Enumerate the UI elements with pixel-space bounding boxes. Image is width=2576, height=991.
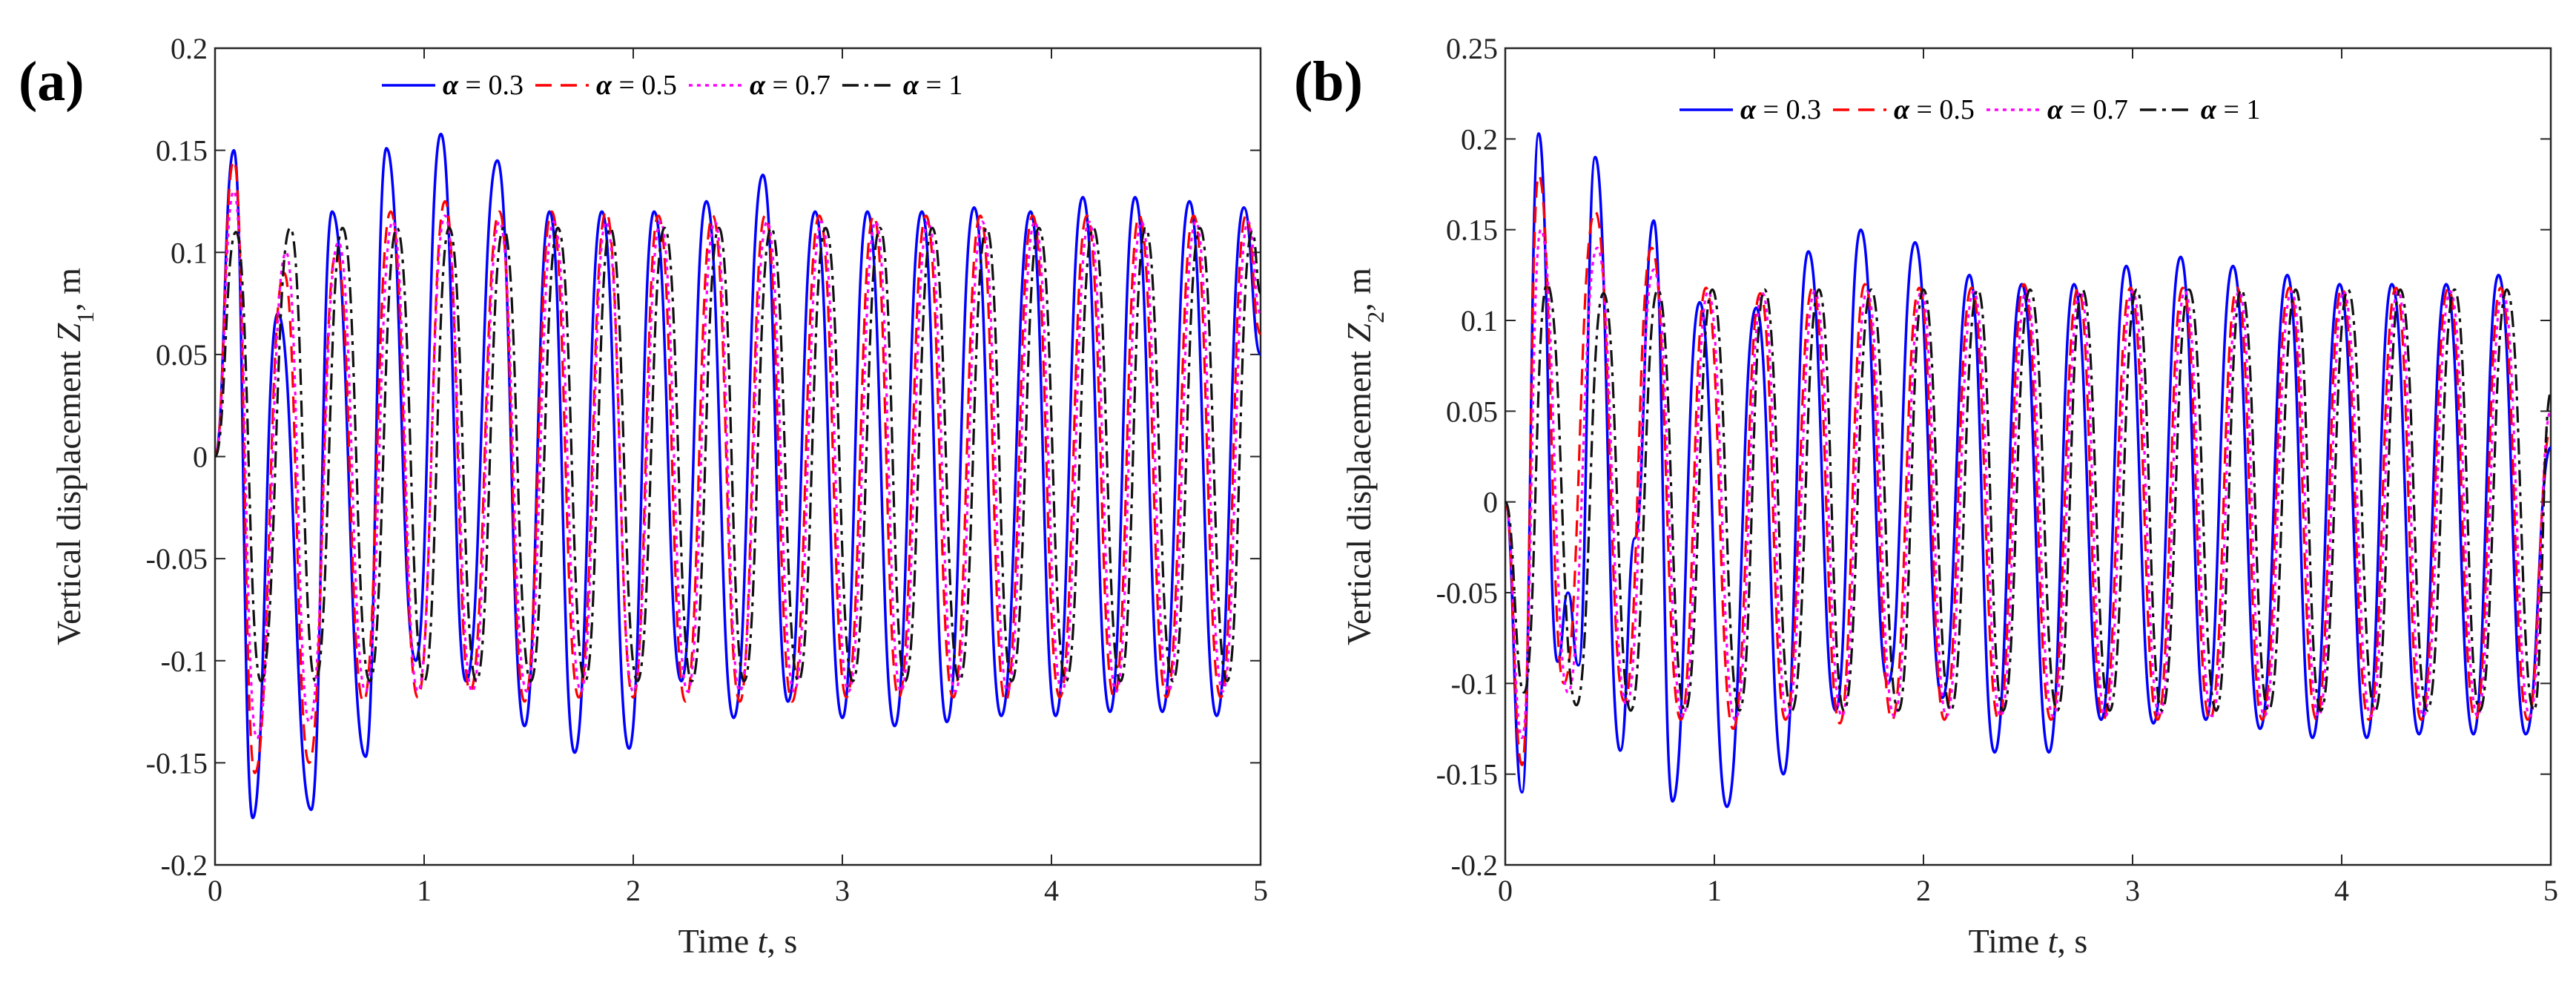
x-tick-label-b: 5 bbox=[2543, 874, 2558, 907]
panel-a: 0 1 2 3 4 5 -0.2 -0.15 -0.1 -0.05 0 0.05 0.1 0.15 0.2 T… bbox=[19, 32, 1268, 960]
panel-b: 0 1 2 3 4 5 -0.2 -0.15 -0.1 -0.05 0 0.05 0.1 0.15 0.2 0… bbox=[1294, 32, 2558, 960]
series-group-a bbox=[215, 132, 1261, 820]
legend-label-a-0: α = 0.3 bbox=[443, 70, 524, 101]
legend-label-b-0: α = 0.3 bbox=[1740, 94, 1821, 125]
y-tick-label-a: -0.1 bbox=[161, 645, 208, 678]
legend-label-a-3: α = 1 bbox=[903, 70, 962, 101]
x-tick-label-a: 5 bbox=[1253, 874, 1268, 907]
y-tick-label-a: 0.2 bbox=[171, 32, 208, 65]
x-tick-label-b: 0 bbox=[1498, 874, 1513, 907]
x-tick-label-b: 4 bbox=[2334, 874, 2349, 907]
legend-label-b-3: α = 1 bbox=[2201, 94, 2260, 125]
y-tick-label-a: -0.2 bbox=[161, 849, 208, 882]
y-tick-label-a: 0.15 bbox=[156, 134, 208, 168]
y-tick-label-b: 0 bbox=[1483, 486, 1498, 519]
x-tick-label-a: 0 bbox=[208, 874, 222, 907]
panel-label-b: (b) bbox=[1294, 50, 1363, 113]
legend-b: α = 0.3 α = 0.5 α = 0.7 α = 1 bbox=[1680, 94, 2260, 125]
y-tick-label-b: 0.1 bbox=[1461, 304, 1498, 338]
plot-area-a bbox=[214, 47, 1262, 866]
y-tick-label-b: -0.15 bbox=[1436, 758, 1498, 791]
series-line-b-2 bbox=[1505, 228, 2551, 740]
y-tick-label-b: 0.15 bbox=[1446, 214, 1498, 247]
x-axis-title-a: Time t, s bbox=[678, 922, 798, 960]
series-line-a-0 bbox=[215, 132, 1261, 820]
y-tick-label-a: 0.05 bbox=[156, 338, 208, 372]
series-line-b-3 bbox=[1505, 283, 2551, 712]
x-tick-label-a: 1 bbox=[417, 874, 432, 907]
series-group-b bbox=[1505, 132, 2551, 809]
legend-a: α = 0.3 α = 0.5 α = 0.7 α = 1 bbox=[382, 70, 962, 101]
y-axis-title-b: Vertical displacement Z2, m bbox=[1340, 268, 1389, 645]
x-tick-label-b: 1 bbox=[1707, 874, 1722, 907]
y-tick-label-b: -0.1 bbox=[1451, 667, 1498, 700]
y-tick-label-b: -0.2 bbox=[1451, 849, 1498, 882]
legend-label-b-2: α = 0.7 bbox=[2047, 94, 2128, 125]
series-line-a-1 bbox=[215, 159, 1261, 774]
x-tick-label-b: 3 bbox=[2125, 874, 2140, 907]
legend-label-a-1: α = 0.5 bbox=[596, 70, 677, 101]
panel-label-a: (a) bbox=[19, 50, 85, 113]
y-tick-label-a: 0.1 bbox=[171, 236, 208, 269]
series-line-a-3 bbox=[215, 226, 1261, 682]
y-tick-label-b: 0.25 bbox=[1446, 32, 1498, 65]
x-tick-label-a: 4 bbox=[1044, 874, 1059, 907]
y-tick-label-a: -0.05 bbox=[146, 542, 208, 576]
y-axis-title-a: Vertical displacement Z1, m bbox=[50, 268, 99, 645]
y-tick-label-a: 0 bbox=[193, 441, 208, 474]
x-axis-title-b: Time t, s bbox=[1969, 922, 2088, 960]
y-tick-label-b: -0.05 bbox=[1436, 576, 1498, 610]
legend-label-b-1: α = 0.5 bbox=[1894, 94, 1975, 125]
y-tick-label-b: 0.05 bbox=[1446, 395, 1498, 428]
legend-label-a-2: α = 0.7 bbox=[750, 70, 830, 101]
x-tick-label-a: 3 bbox=[835, 874, 850, 907]
y-tick-label-b: 0.2 bbox=[1461, 122, 1498, 156]
x-tick-label-a: 2 bbox=[626, 874, 641, 907]
y-tick-label-a: -0.15 bbox=[146, 746, 208, 780]
x-tick-label-b: 2 bbox=[1916, 874, 1931, 907]
